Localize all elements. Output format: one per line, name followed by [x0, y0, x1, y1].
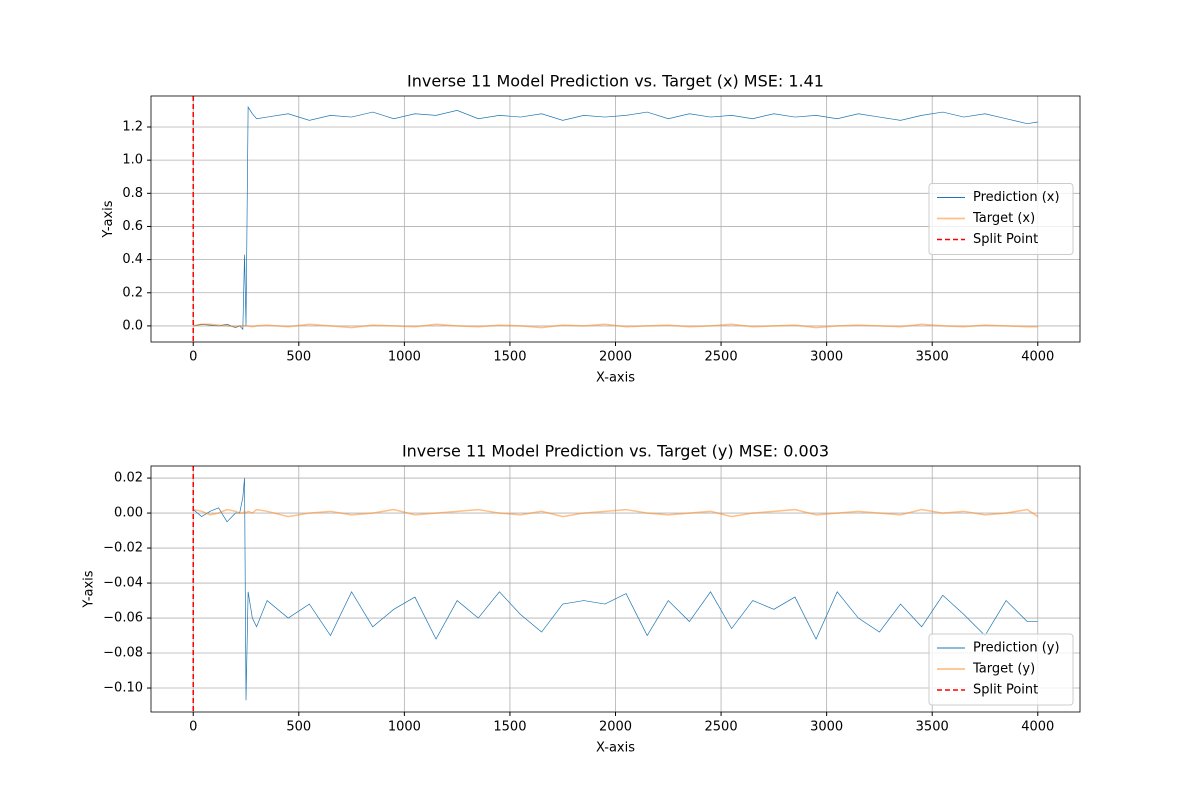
x-tick-label: 2500: [705, 350, 738, 365]
y-tick-label: −0.02: [103, 541, 143, 556]
x-tick-label: 3500: [916, 350, 949, 365]
x-axis-label: X-axis: [596, 741, 635, 756]
legend-label: Split Point: [973, 232, 1038, 247]
x-tick-label: 500: [286, 350, 311, 365]
x-tick-label: 0: [189, 720, 197, 735]
chart-title: Inverse 11 Model Prediction vs. Target (…: [407, 72, 824, 91]
x-tick-label: 4000: [1021, 720, 1054, 735]
y-axis-label: Y-axis: [101, 200, 116, 238]
x-tick-label: 1000: [388, 720, 421, 735]
y-tick-label: −0.08: [103, 646, 143, 661]
data-line: [193, 105, 1038, 331]
chart-title: Inverse 11 Model Prediction vs. Target (…: [402, 442, 829, 461]
legend-label: Prediction (y): [973, 641, 1060, 656]
y-tick-label: −0.06: [103, 611, 143, 626]
x-tick-label: 1000: [388, 350, 421, 365]
y-tick-label: 0.2: [122, 285, 143, 300]
y-tick-label: 0.0: [122, 318, 143, 333]
data-line: [193, 478, 1038, 701]
x-axis-label: X-axis: [596, 371, 635, 386]
x-tick-label: 2000: [599, 350, 632, 365]
y-axis-label: Y-axis: [82, 570, 97, 608]
y-tick-label: −0.10: [103, 681, 143, 696]
x-tick-label: 3000: [810, 350, 843, 365]
y-tick-label: 0.6: [122, 219, 143, 234]
legend-label: Split Point: [973, 683, 1038, 698]
x-tick-label: 3500: [916, 720, 949, 735]
y-tick-label: 0.02: [114, 471, 143, 486]
y-tick-label: 0.8: [122, 186, 143, 201]
legend-label: Prediction (x): [973, 190, 1060, 205]
y-tick-label: 0.4: [122, 252, 143, 267]
plot-area: [192, 96, 1038, 342]
data-line: [193, 323, 1038, 329]
x-tick-label: 2000: [599, 720, 632, 735]
x-tick-label: 4000: [1021, 350, 1054, 365]
y-tick-label: 0.00: [114, 506, 143, 521]
data-line: [193, 508, 1039, 518]
y-tick-label: −0.04: [103, 576, 143, 591]
x-tick-label: 1500: [493, 720, 526, 735]
legend: [928, 633, 1074, 706]
x-tick-label: 0: [189, 350, 197, 365]
x-tick-label: 1500: [493, 350, 526, 365]
axes-frame: [150, 465, 1081, 713]
plot-area: [192, 466, 1039, 712]
y-tick-label: 1.0: [122, 153, 143, 168]
x-tick-label: 500: [286, 720, 311, 735]
legend-label: Target (x): [972, 211, 1035, 226]
legend-label: Target (y): [972, 662, 1035, 677]
x-tick-label: 3000: [810, 720, 843, 735]
x-tick-label: 2500: [705, 720, 738, 735]
axes-frame: [150, 95, 1081, 343]
legend: [928, 183, 1074, 255]
y-tick-label: 1.2: [122, 119, 143, 134]
